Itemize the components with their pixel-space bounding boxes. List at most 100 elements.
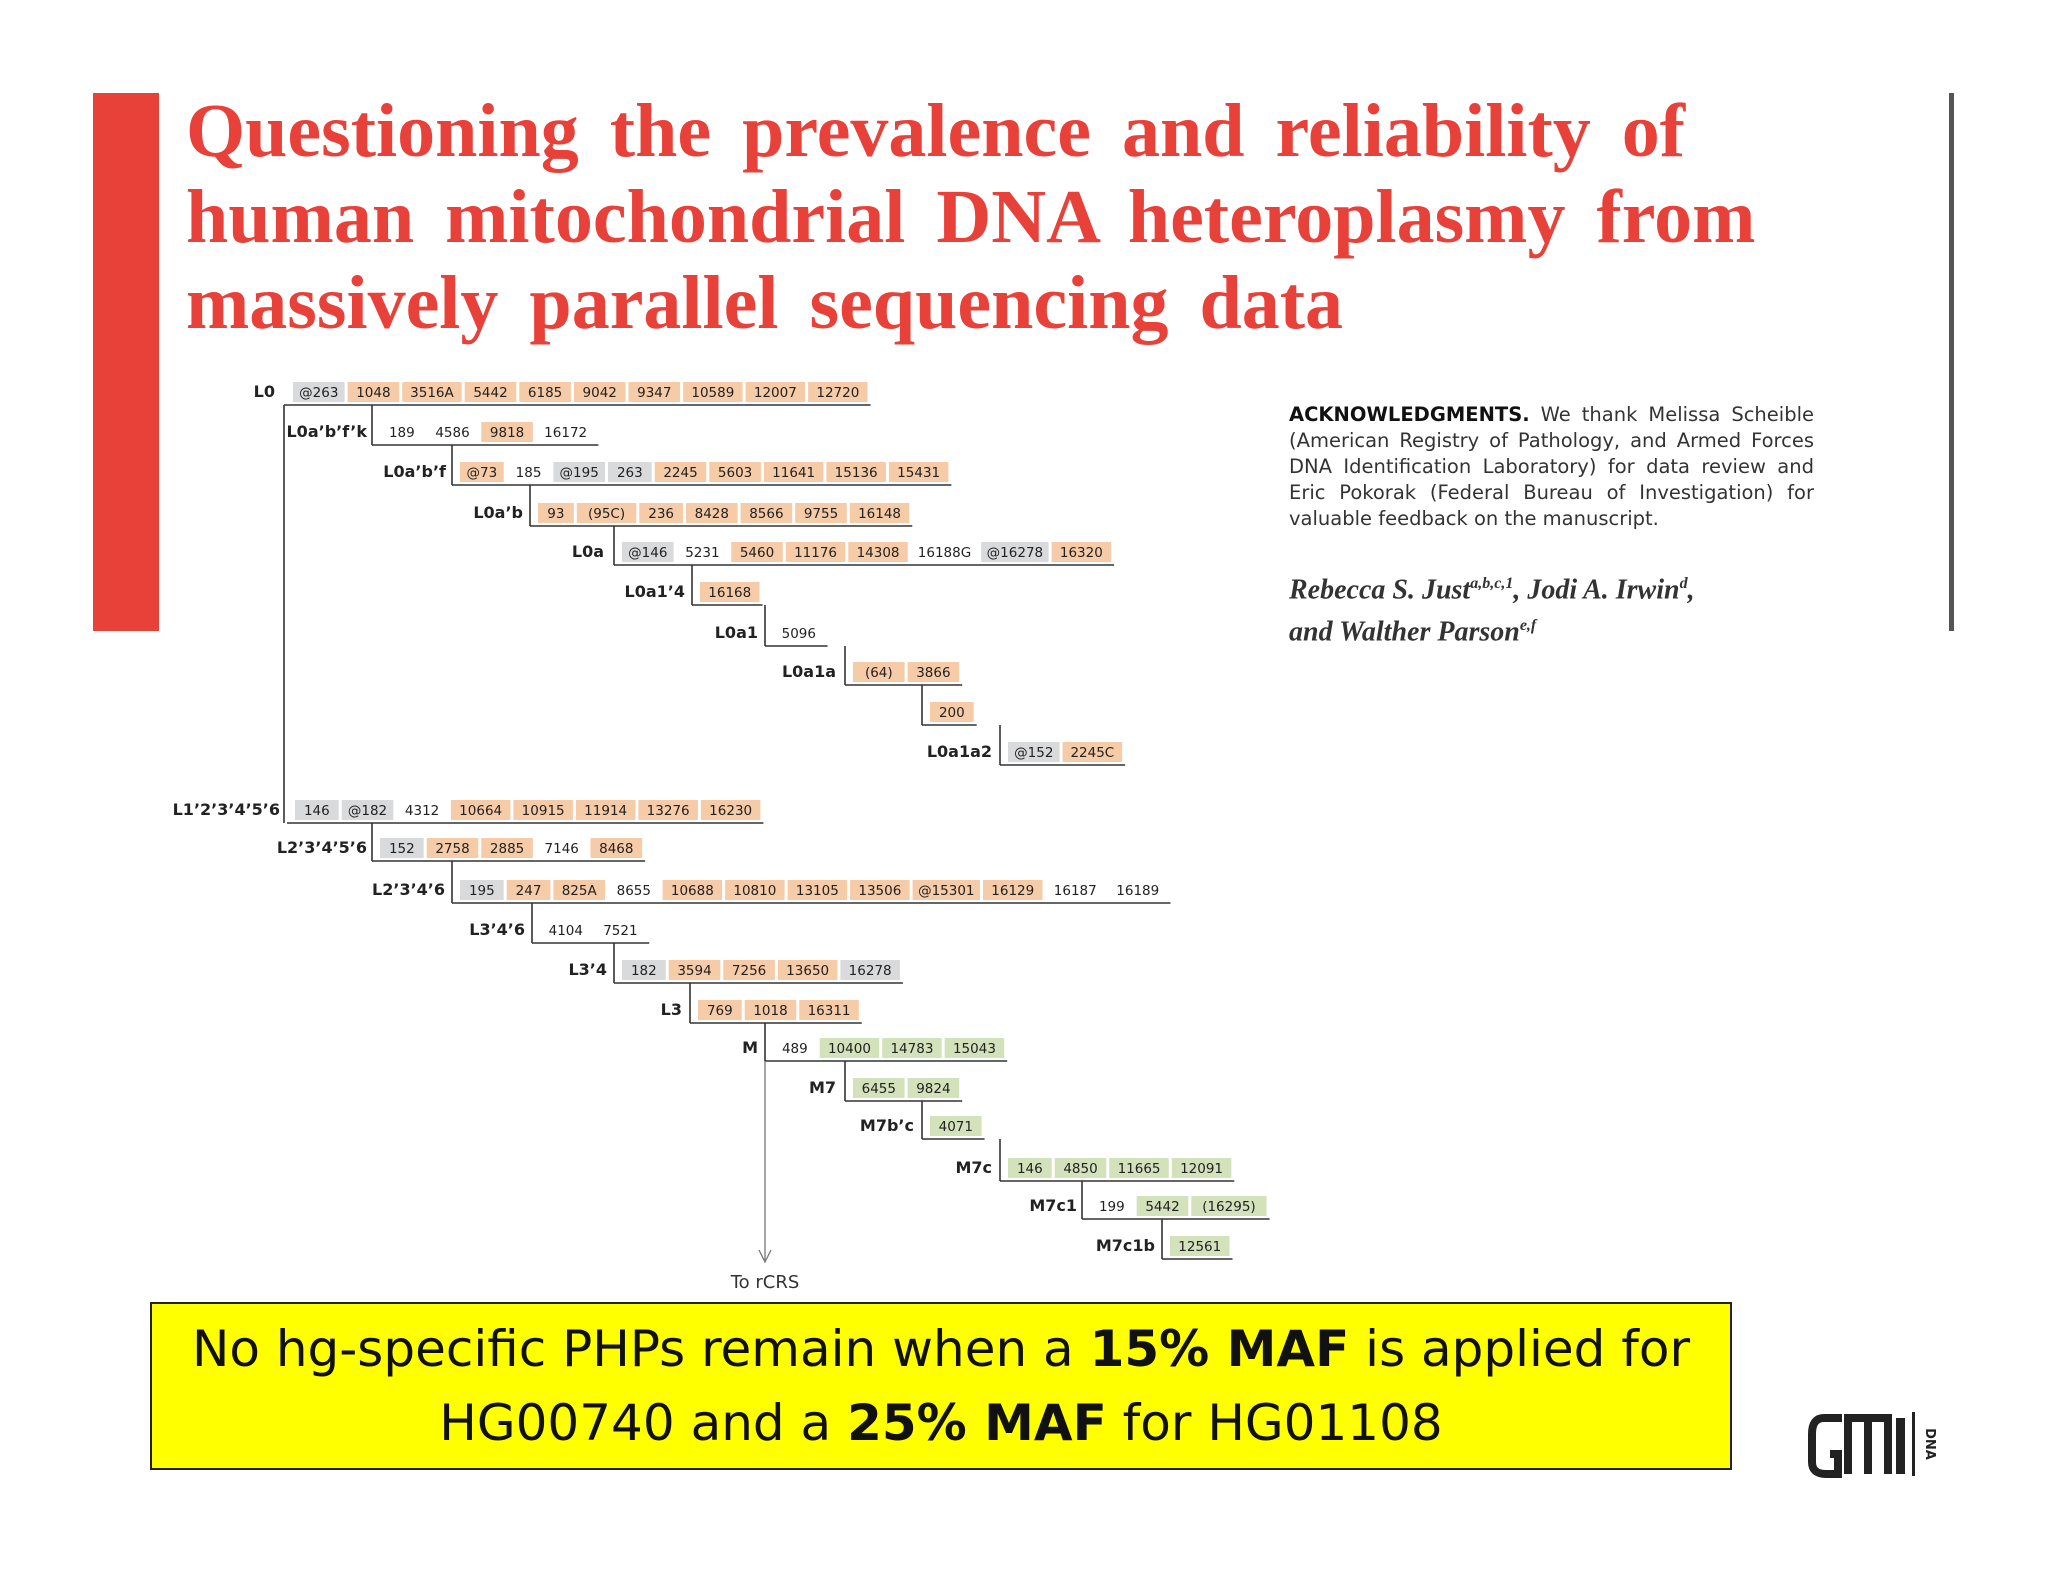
mutation-label: 146: [1017, 1161, 1043, 1177]
mutation-box: [1191, 1196, 1267, 1216]
mutation-box: [575, 800, 636, 820]
acknowledgments: ACKNOWLEDGMENTS. We thank Melissa Scheib…: [1289, 402, 1814, 532]
mutation-label: 13105: [796, 883, 839, 899]
mutation-label: 825A: [562, 883, 598, 899]
mutation-label: 263: [617, 465, 643, 481]
mutation-label: 7146: [545, 841, 579, 857]
mutation-box: [460, 880, 504, 900]
mutation-box: [777, 960, 838, 980]
to-rcrs-label: To rCRS: [730, 1272, 800, 1293]
mutation-label: 1048: [356, 385, 390, 401]
conclusion-text: is applied for: [1349, 1320, 1691, 1378]
gmi-logo-mark: [1808, 1414, 1842, 1478]
mutation-box: [686, 503, 738, 523]
mutation-label: 16278: [849, 963, 892, 979]
mutation-label: 199: [1099, 1199, 1125, 1215]
mutation-box: [590, 838, 643, 858]
mutation-label: 12007: [754, 385, 797, 401]
acknowledgments-heading: ACKNOWLEDGMENTS.: [1289, 403, 1530, 426]
mutation-box: [293, 382, 345, 402]
mutation-box: [341, 800, 394, 820]
mutation-box: [981, 542, 1049, 562]
mutation-box: [700, 582, 760, 602]
mutation-label: 10810: [733, 883, 776, 899]
mutation-box: [481, 838, 533, 858]
mutation-box: [662, 880, 723, 900]
mutation-label: 10400: [828, 1041, 871, 1057]
mutation-label: 8468: [599, 841, 633, 857]
mutation-label: 200: [939, 705, 965, 721]
mutation-label: 15136: [835, 465, 878, 481]
mutation-box: [1054, 1158, 1107, 1178]
acknowledgments-text: We thank Melissa Scheible (American Regi…: [1289, 403, 1814, 530]
node-label: L1’2’3’4’5’6: [173, 800, 280, 819]
mutation-label: 10915: [522, 803, 565, 819]
node-label: L2’3’4’5’6: [277, 838, 367, 857]
node-label: L3’4: [568, 960, 607, 979]
node-label: L0a’b’f’k: [286, 422, 367, 441]
node-label: L0a: [572, 542, 604, 561]
author-1-affil: a,b,c,1: [1470, 575, 1514, 592]
mutation-box: [450, 800, 511, 820]
mutation-label: 13650: [786, 963, 829, 979]
mutation-box: [799, 1000, 859, 1020]
node-label: M7c: [955, 1158, 992, 1177]
mutation-box: [723, 960, 775, 980]
mutation-label: 769: [707, 1003, 733, 1019]
conclusion-line-2: HG00740 and a 25% MAF for HG01108: [439, 1386, 1442, 1460]
mutation-label: @152: [1014, 745, 1053, 761]
conclusion-text: for HG01108: [1106, 1394, 1443, 1452]
mutation-label: 489: [782, 1041, 808, 1057]
mutation-box: [519, 382, 571, 402]
mutation-label: @146: [628, 545, 667, 561]
mutation-box: [840, 960, 900, 980]
node-label: L0a1: [715, 623, 758, 642]
author-1: Rebecca S. Just: [1289, 574, 1471, 606]
mutation-label: 11641: [772, 465, 815, 481]
mutation-box: [654, 462, 707, 482]
mutation-label: 3516A: [410, 385, 454, 401]
mutation-label: 189: [389, 425, 415, 441]
mutation-label: 9818: [490, 425, 524, 441]
mutation-label: 5603: [718, 465, 752, 481]
conclusion-highlight-box: No hg-specific PHPs remain when a 15% MA…: [150, 1302, 1732, 1470]
mutation-label: 146: [304, 803, 330, 819]
mutation-label: 7521: [603, 923, 637, 939]
mutation-box: [380, 838, 424, 858]
mutation-label: 13506: [858, 883, 901, 899]
mutation-label: 6185: [528, 385, 562, 401]
conclusion-text: HG00740 and a: [439, 1394, 848, 1452]
mutation-label: 10688: [671, 883, 714, 899]
mutation-label: 16172: [544, 425, 587, 441]
node-label: L0a’b: [473, 503, 523, 522]
mutation-label: 8428: [695, 506, 729, 522]
phylogenetic-tree: L0 @263 1048 3516A 5442 6185 9042 9347 10589 1200…: [173, 382, 1270, 1293]
mutation-box: [1171, 1158, 1232, 1178]
mutation-label: 8566: [749, 506, 783, 522]
mutation-label: 2758: [435, 841, 469, 857]
paper-title: Questioning the prevalence and reliabili…: [186, 88, 1906, 346]
mutation-label: 16148: [858, 506, 901, 522]
author-3-affil: e,f: [1519, 617, 1537, 635]
node-label: L0a1a: [782, 662, 836, 681]
mutation-label: 182: [631, 963, 657, 979]
mutation-box: [639, 503, 683, 523]
mutation-box: [725, 880, 785, 900]
mutation-box: [553, 462, 605, 482]
mutation-label: 152: [389, 841, 415, 857]
mutation-box: [795, 503, 847, 523]
mutation-label: @195: [560, 465, 599, 481]
mutation-box: [912, 880, 980, 900]
conclusion-line-1: No hg-specific PHPs remain when a 15% MA…: [192, 1312, 1690, 1386]
mutation-label: 16188G: [918, 545, 971, 561]
gmi-logo-mark: [1896, 1418, 1905, 1474]
mutation-label: 11665: [1118, 1161, 1161, 1177]
mutation-label: (95C): [588, 506, 625, 522]
mutation-label: 14783: [890, 1041, 933, 1057]
mutation-box: [622, 542, 674, 562]
mutation-box: [826, 462, 886, 482]
mutation-label: 185: [516, 465, 542, 481]
mutation-label: 2245: [663, 465, 697, 481]
mutation-box: [426, 838, 479, 858]
mutation-label: 6455: [862, 1081, 896, 1097]
